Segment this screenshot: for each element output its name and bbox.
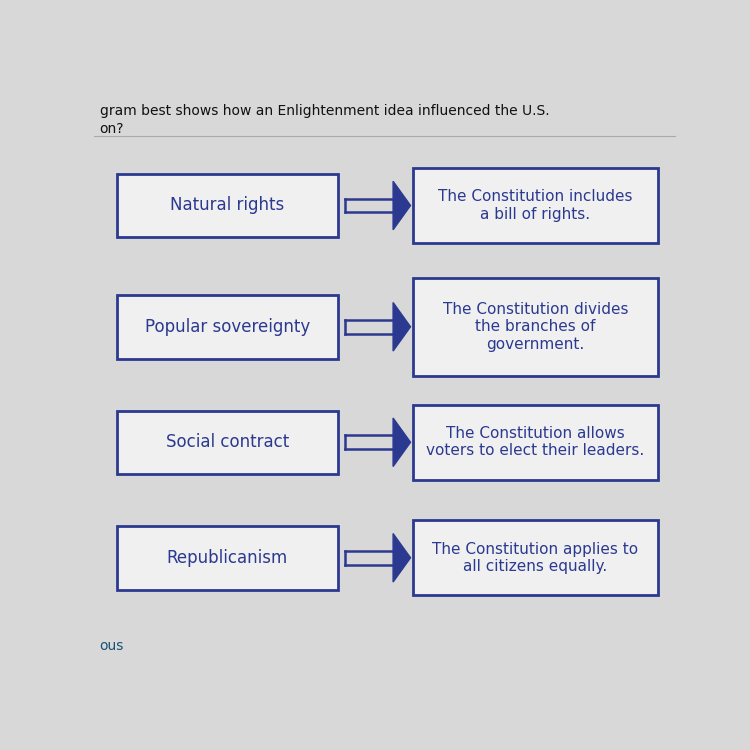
FancyBboxPatch shape	[117, 526, 338, 590]
FancyBboxPatch shape	[117, 174, 338, 237]
FancyBboxPatch shape	[413, 520, 658, 596]
Polygon shape	[393, 302, 410, 351]
Text: on?: on?	[100, 122, 124, 136]
Text: Popular sovereignty: Popular sovereignty	[145, 318, 310, 336]
FancyBboxPatch shape	[413, 405, 658, 480]
Polygon shape	[393, 418, 410, 466]
FancyBboxPatch shape	[117, 410, 338, 474]
FancyBboxPatch shape	[117, 295, 338, 358]
Text: ous: ous	[100, 639, 124, 653]
Text: gram best shows how an Enlightenment idea influenced the U.S.: gram best shows how an Enlightenment ide…	[100, 104, 549, 118]
Text: The Constitution includes
a bill of rights.: The Constitution includes a bill of righ…	[438, 189, 633, 222]
Text: The Constitution applies to
all citizens equally.: The Constitution applies to all citizens…	[433, 542, 638, 574]
Text: Republicanism: Republicanism	[166, 549, 288, 567]
Text: Natural rights: Natural rights	[170, 196, 284, 214]
Text: Social contract: Social contract	[166, 433, 289, 451]
FancyBboxPatch shape	[413, 168, 658, 243]
Text: The Constitution allows
voters to elect their leaders.: The Constitution allows voters to elect …	[426, 426, 644, 458]
Polygon shape	[393, 182, 410, 230]
FancyBboxPatch shape	[413, 278, 658, 376]
Polygon shape	[393, 533, 410, 582]
Text: The Constitution divides
the branches of
government.: The Constitution divides the branches of…	[442, 302, 628, 352]
